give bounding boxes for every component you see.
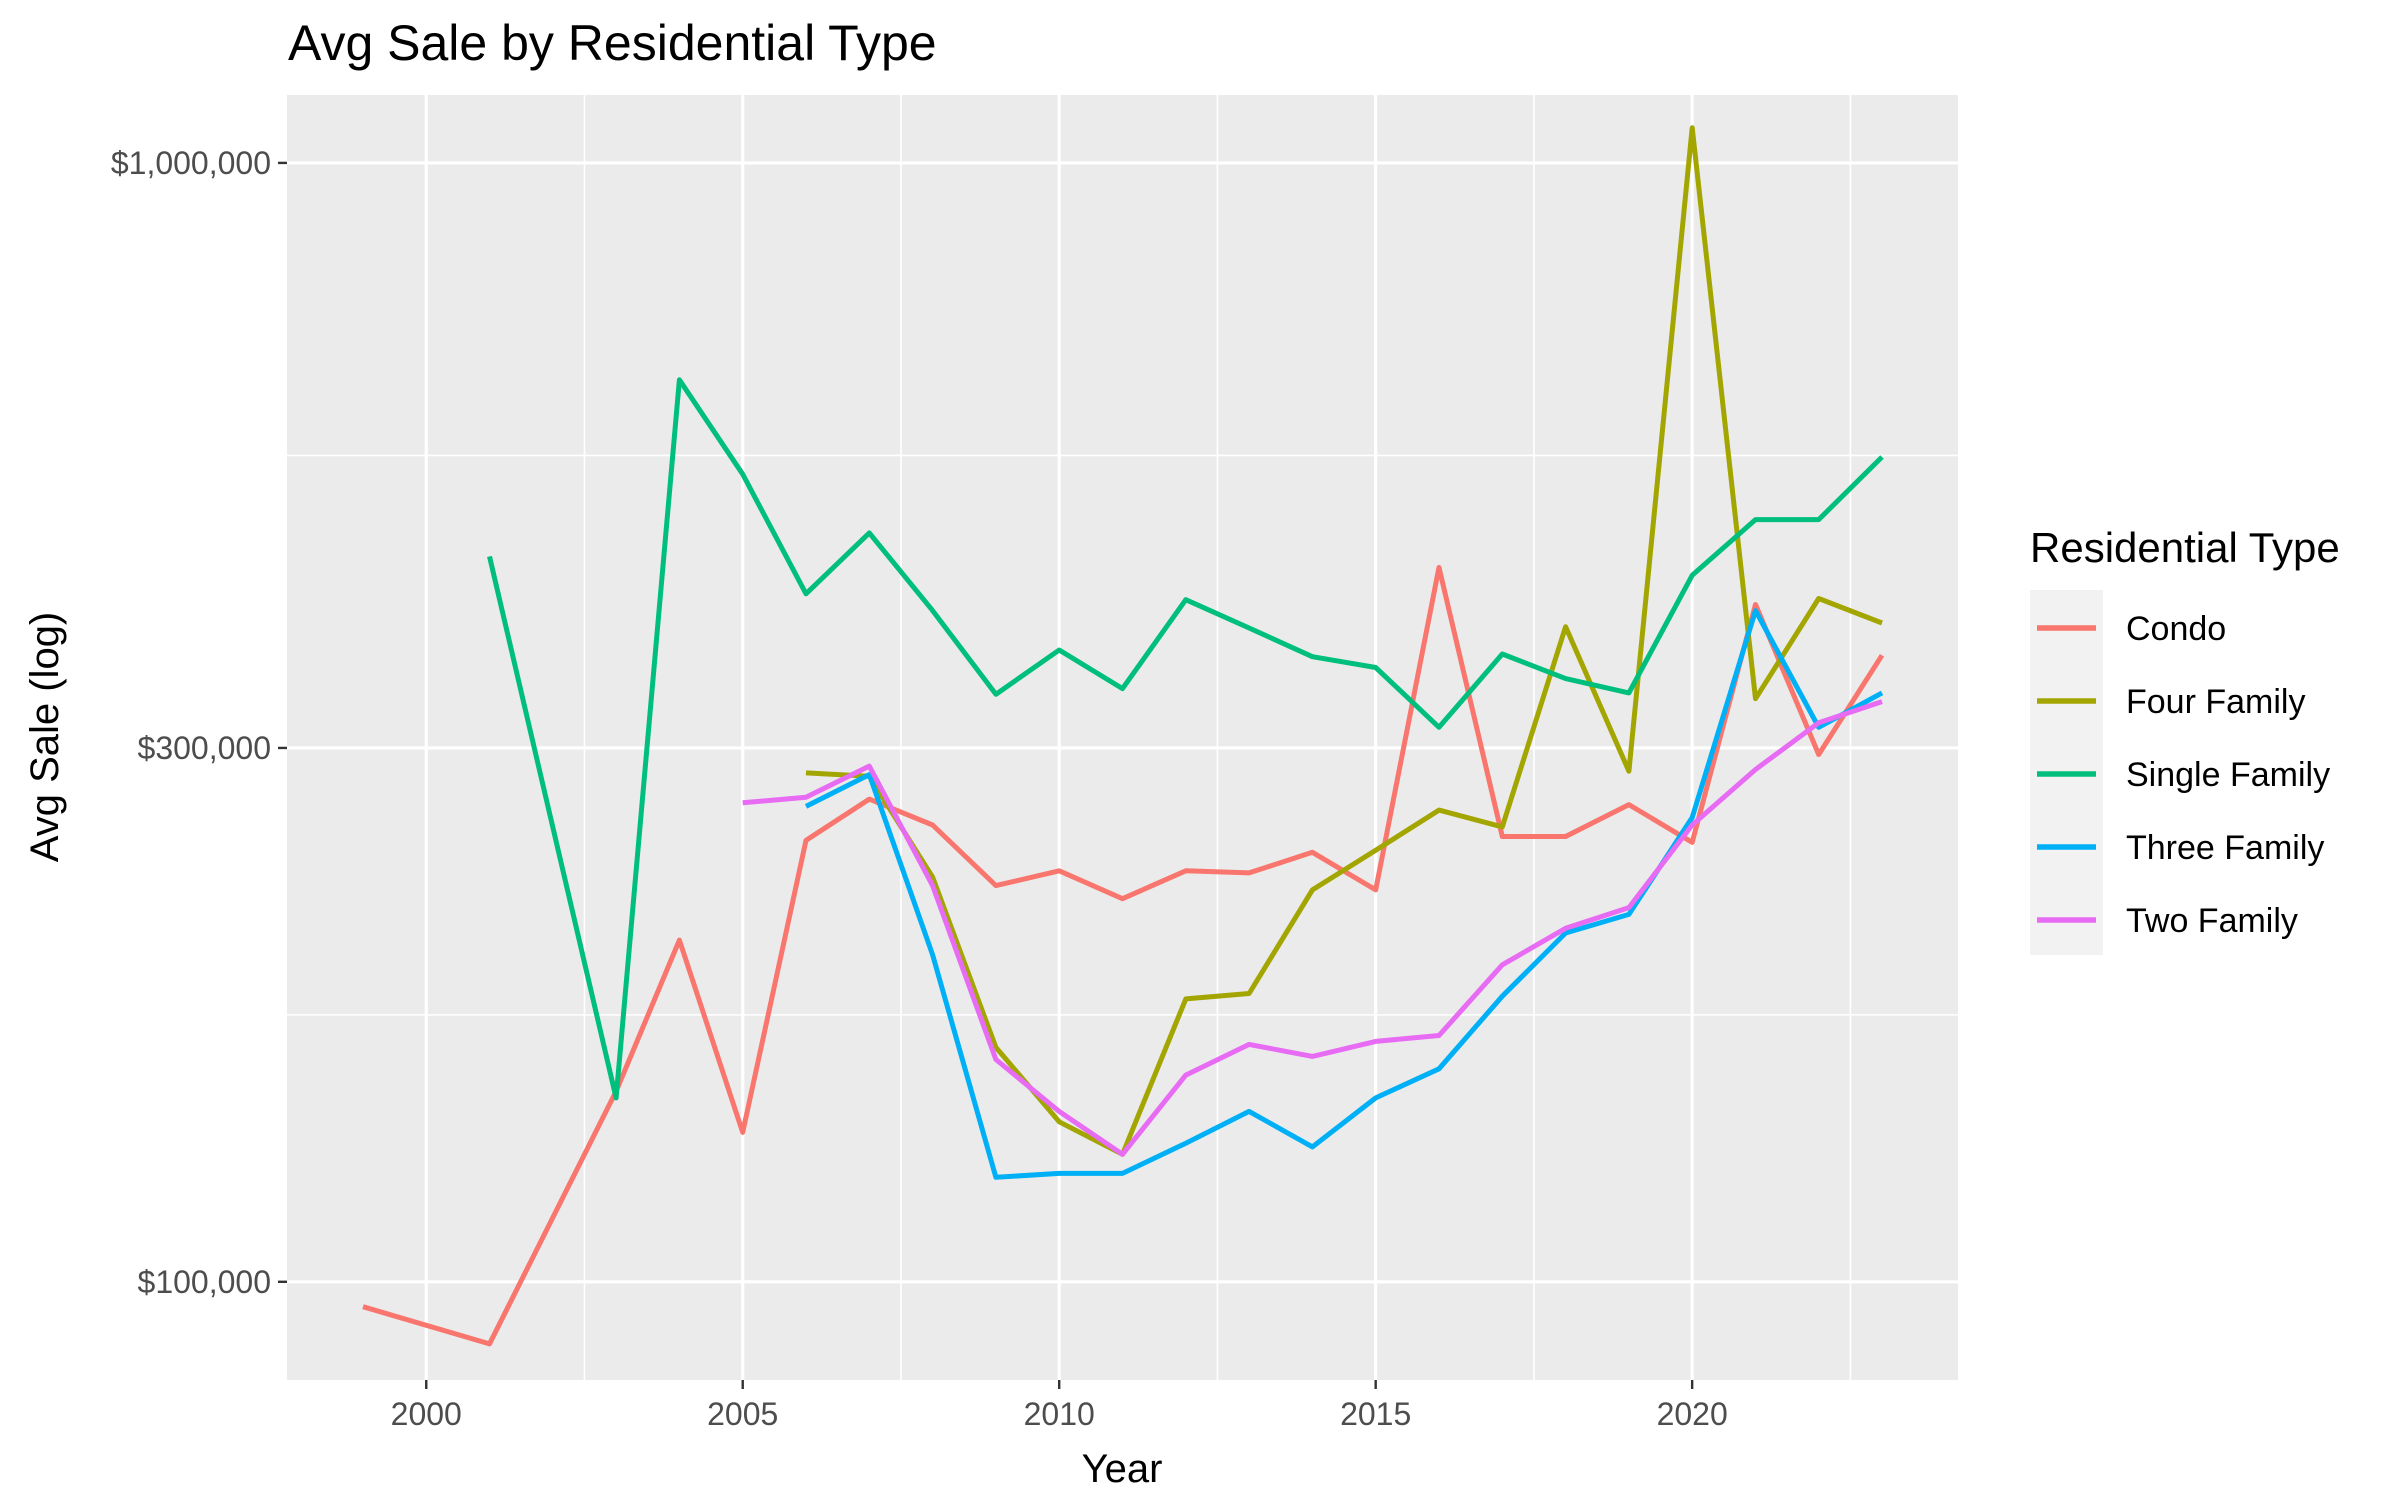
x-tick-label: 2000 xyxy=(391,1396,462,1432)
series-line-condo xyxy=(362,564,1885,1347)
x-axis-title: Year xyxy=(1082,1447,1163,1491)
chart-title: Avg Sale by Residential Type xyxy=(288,15,937,71)
legend: Residential Type Condo Four Family Single … xyxy=(2030,524,2340,955)
grid-major xyxy=(287,95,1958,1380)
legend-label-two-family: Two Family xyxy=(2126,902,2298,940)
series-line-single-family xyxy=(487,377,1884,1101)
y-axis-title: Avg Sale (log) xyxy=(23,612,67,863)
series-line-three-family xyxy=(804,608,1884,1180)
x-tick-label: 2010 xyxy=(1024,1396,1095,1432)
x-tick-label: 2015 xyxy=(1340,1396,1411,1432)
x-tick-label: 2020 xyxy=(1657,1396,1728,1432)
series-line-two-family xyxy=(742,699,1883,1157)
plot-panel xyxy=(287,95,1958,1380)
series-lines xyxy=(362,125,1885,1347)
x-axis: 2000 2005 2010 2015 2020 xyxy=(391,1380,1728,1432)
legend-label-condo: Condo xyxy=(2126,610,2226,648)
grid-minor xyxy=(287,95,1958,1380)
legend-title: Residential Type xyxy=(2030,524,2340,571)
x-tick-label: 2005 xyxy=(707,1396,778,1432)
y-tick-label: $300,000 xyxy=(138,730,271,766)
legend-items: Condo Four Family Single Family Three Famil… xyxy=(2037,610,2330,940)
legend-label-three-family: Three Family xyxy=(2126,829,2324,867)
series-line-four-family xyxy=(805,125,1883,1157)
y-tick-label: $100,000 xyxy=(138,1264,271,1300)
y-tick-label: $1,000,000 xyxy=(111,145,271,181)
y-axis: $100,000 $300,000 $1,000,000 xyxy=(111,145,287,1300)
legend-label-single-family: Single Family xyxy=(2126,756,2330,794)
legend-label-four-family: Four Family xyxy=(2126,683,2305,721)
